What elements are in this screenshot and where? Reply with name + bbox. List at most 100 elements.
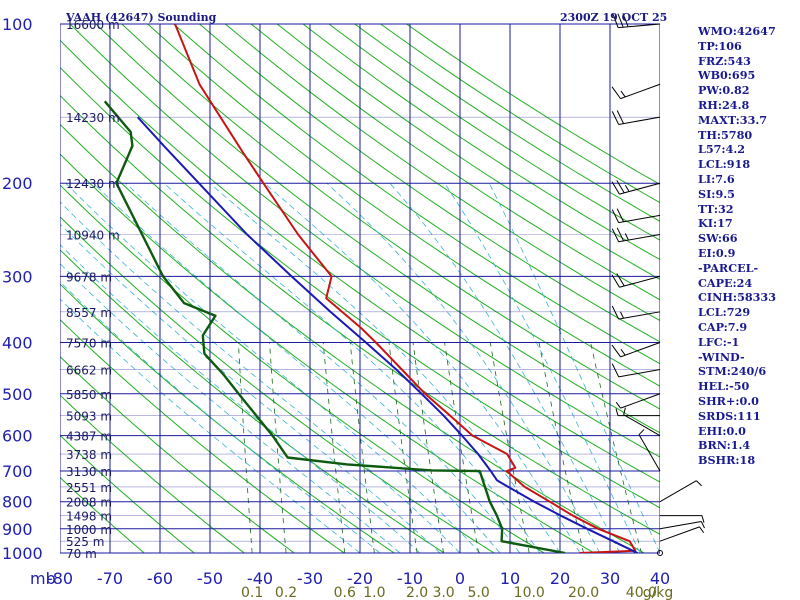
index-item: TP:106: [698, 38, 742, 53]
wind-barb: [618, 214, 661, 224]
wind-barb-flag: [611, 344, 621, 358]
wind-barb-half: [701, 515, 705, 523]
index-item: MAXT:33.7: [698, 112, 768, 127]
moist-adiabat: [209, 182, 561, 553]
index-item: SHR+:0.0: [698, 393, 759, 408]
dry-adiabat: [60, 355, 296, 553]
index-item: STM:240/6: [698, 364, 767, 379]
index-item: EI:0.9: [698, 245, 736, 260]
wind-barb: [618, 116, 661, 125]
wind-barb: [623, 414, 661, 437]
wind-barb: [618, 234, 661, 243]
wind-barb-flag: [616, 208, 625, 222]
index-item: -PARCEL-: [698, 260, 759, 275]
dry-adiabat: [60, 318, 346, 553]
index-item: PW:0.82: [698, 83, 750, 98]
x-tick-label: 20: [550, 569, 570, 588]
mixing-ratio-label: 10.0: [514, 585, 545, 600]
dry-adiabat: [173, 24, 660, 365]
height-label: 2008 m: [66, 496, 112, 510]
dry-adiabat: [60, 153, 596, 553]
x-tick-label: 10: [500, 569, 520, 588]
index-item: -WIND-: [698, 349, 745, 364]
y-tick-label: 1000: [2, 544, 43, 563]
moist-adiabat: [60, 298, 361, 553]
wind-barb-flag: [617, 13, 624, 28]
dry-adiabat: [60, 39, 660, 483]
index-item: HEL:-50: [698, 379, 750, 394]
index-item: SI:9.5: [698, 186, 735, 201]
index-item: BRN:1.4: [698, 438, 751, 453]
wind-barb-half: [700, 521, 705, 529]
dry-adiabat: [60, 476, 146, 553]
mixing-ratio-label: 0.6: [334, 585, 356, 600]
wind-barb-half: [619, 311, 625, 319]
isotherms: [60, 24, 660, 553]
wind-barb: [619, 182, 661, 195]
mixing-ratio-line: [322, 342, 346, 553]
y-tick-label: 400: [2, 333, 33, 352]
wind-barb: [618, 369, 661, 378]
height-label: 4387 m: [66, 430, 112, 444]
temperature-profile: [174, 24, 637, 553]
moist-adiabat: [125, 182, 521, 553]
mixing-ratio-unit: g/kg: [643, 585, 674, 600]
wind-barb: [618, 311, 661, 320]
mixing-ratio-label: 40.0: [626, 585, 657, 600]
index-item: LCL:918: [698, 157, 751, 172]
height-label: 16600 m: [66, 18, 120, 32]
wind-barb-flag: [611, 86, 621, 99]
wind-barb: [620, 83, 661, 100]
wind-barb-flag: [611, 274, 620, 288]
wind-barb-half: [615, 408, 619, 416]
y-tick-label: 500: [2, 385, 33, 404]
index-item: LI:7.6: [698, 171, 735, 186]
wind-barb-half: [624, 233, 629, 241]
index-item: WMO:42647: [698, 24, 776, 38]
dry-adiabat: [95, 24, 660, 434]
parcel-profile: [136, 116, 638, 553]
y-tick-label: 600: [2, 427, 33, 446]
dry-adiabats: [60, 24, 660, 553]
wind-barb-flag: [611, 181, 620, 195]
height-label: 10940 m: [66, 229, 120, 243]
wind-barb-flag: [611, 363, 620, 378]
moist-adiabat: [389, 182, 621, 553]
y-tick-label: 700: [2, 462, 33, 481]
wind-barb-half: [638, 429, 645, 436]
y-tick-label: 200: [2, 174, 33, 193]
index-item: FRZ:543: [698, 53, 751, 68]
wind-barb-half: [615, 401, 621, 409]
index-item: SW:66: [698, 231, 738, 246]
dry-adiabat: [69, 24, 660, 458]
dry-adiabat: [60, 394, 246, 553]
dry-adiabat: [147, 24, 660, 387]
index-item: LFC:-1: [698, 334, 740, 349]
wind-barb: [659, 521, 702, 530]
dry-adiabat: [60, 283, 396, 553]
height-label: 3738 m: [66, 448, 112, 462]
index-item: L57:4.2: [698, 142, 746, 157]
dry-adiabat: [276, 24, 660, 281]
dry-adiabat: [60, 94, 660, 535]
chart-time: 2300Z 19 OCT 25: [560, 11, 667, 24]
mixing-ratio-label: 20.0: [568, 585, 599, 600]
sounding-profiles: [103, 24, 638, 553]
wind-barb-half: [620, 348, 626, 356]
wind-barb-half: [623, 407, 626, 415]
height-label: 14230 m: [66, 111, 120, 125]
mixing-ratio-label: 3.0: [432, 585, 454, 600]
height-label: 5093 m: [66, 410, 112, 424]
index-item: TT:32: [698, 201, 734, 216]
chart-title: VAAH (42647) Sounding: [65, 11, 217, 24]
height-label: 12430 m: [66, 177, 120, 191]
moist-adiabat: [264, 182, 581, 553]
height-label: 1000 m: [66, 523, 112, 537]
index-item: RH:24.8: [698, 97, 750, 112]
wind-barb: [659, 526, 700, 542]
x-axis-unit: mb: [30, 569, 56, 588]
x-tick-label: -70: [97, 569, 123, 588]
moist-adiabat: [163, 182, 541, 553]
wind-barb-flag: [616, 273, 625, 287]
